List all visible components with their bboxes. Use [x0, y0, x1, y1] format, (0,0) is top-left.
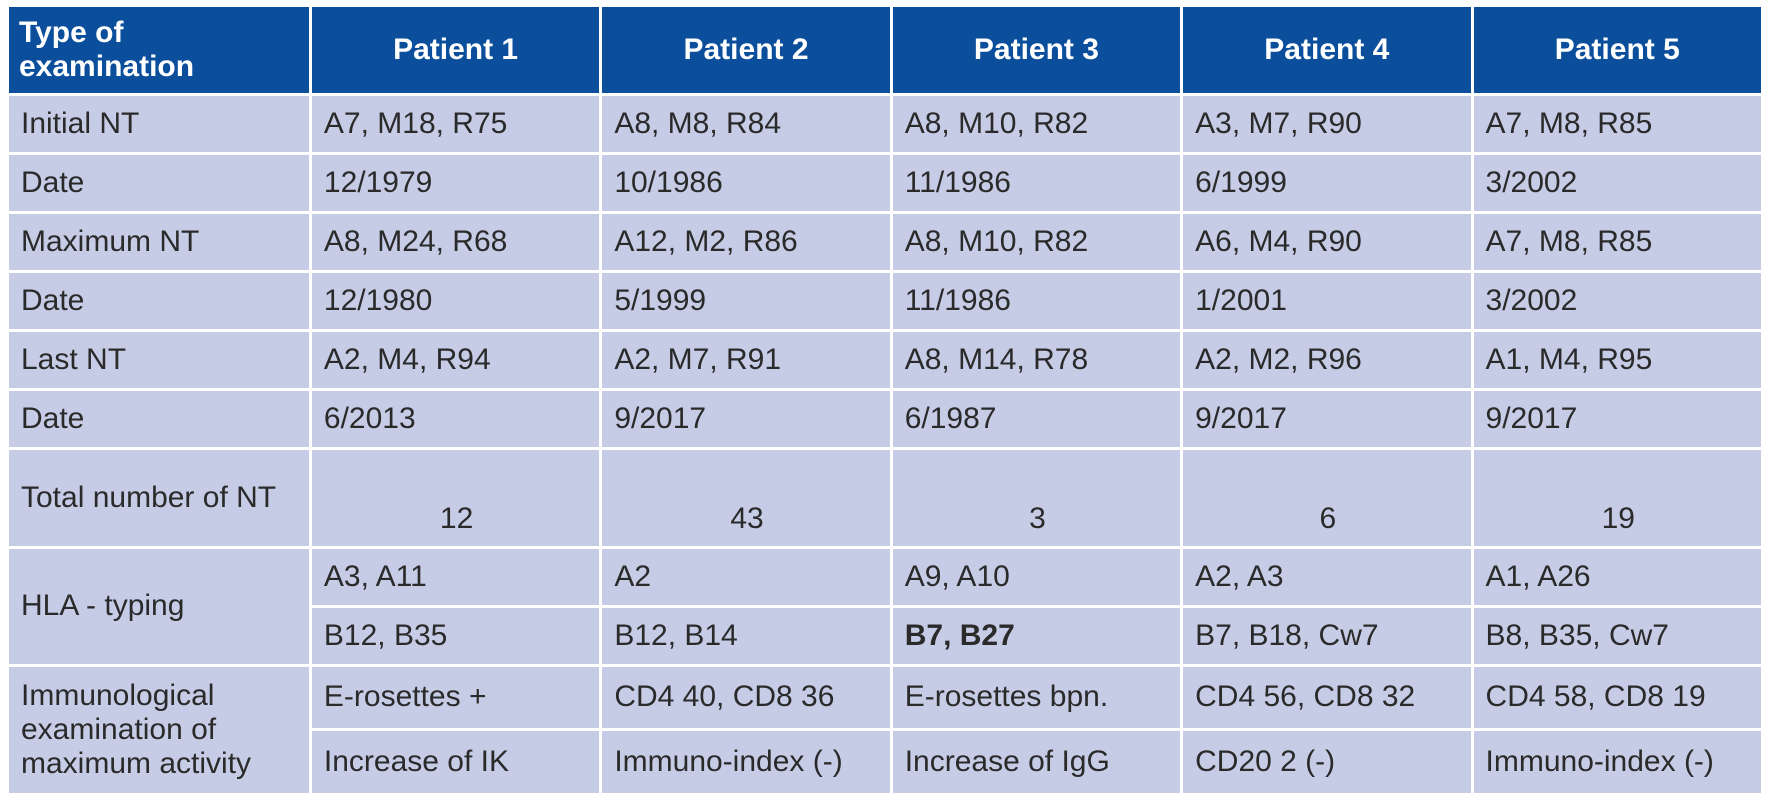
table-cell: E-rosettes bpn. [892, 666, 1181, 729]
table-cell: Increase of IK [311, 731, 600, 793]
table-cell: B7, B27 [892, 607, 1181, 664]
table-cell: 12 [311, 450, 600, 546]
table-cell: Increase of IgG [892, 731, 1181, 793]
table-cell: A2, A3 [1183, 548, 1471, 605]
header-type-of-examination: Type of examination [9, 7, 309, 93]
table-cell: A12, M2, R86 [602, 214, 890, 271]
header-patient-1: Patient 1 [311, 7, 600, 93]
table-cell: 3 [892, 450, 1181, 546]
table-cell: CD4 40, CD8 36 [602, 666, 890, 729]
row-label: HLA - typing [9, 548, 309, 664]
table-cell: E-rosettes + [311, 666, 600, 729]
table-cell: 6/1999 [1183, 155, 1471, 212]
table-cell: 6/2013 [311, 391, 600, 448]
table-cell: 9/2017 [1473, 391, 1761, 448]
table-cell: A7, M18, R75 [311, 96, 600, 153]
table-cell: B12, B35 [311, 607, 600, 664]
row-label: Date [9, 155, 309, 212]
table-cell: 19 [1473, 450, 1761, 546]
table-cell: 5/1999 [602, 273, 890, 330]
table-cell: 12/1979 [311, 155, 600, 212]
table-cell: A2, M4, R94 [311, 332, 600, 389]
table-cell: A2, M2, R96 [1183, 332, 1471, 389]
table-cell: Immuno-index (-) [602, 731, 890, 793]
header-patient-2: Patient 2 [602, 7, 890, 93]
table-cell: A2, M7, R91 [602, 332, 890, 389]
header-patient-5: Patient 5 [1473, 7, 1761, 93]
table-row-initial-date: Date 12/1979 10/1986 11/1986 6/1999 3/20… [9, 155, 1761, 212]
table-cell: A6, M4, R90 [1183, 214, 1471, 271]
table-row-maximum-date: Date 12/1980 5/1999 11/1986 1/2001 3/200… [9, 273, 1761, 330]
header-row: Type of examination Patient 1 Patient 2 … [9, 7, 1761, 93]
nt-patient-table: Type of examination Patient 1 Patient 2 … [6, 4, 1764, 796]
row-label: Date [9, 391, 309, 448]
table-cell: A3, M7, R90 [1183, 96, 1471, 153]
table-row-maximum-nt: Maximum NT A8, M24, R68 A12, M2, R86 A8,… [9, 214, 1761, 271]
table-cell: 9/2017 [1183, 391, 1471, 448]
row-label: Immunological examination of maximum act… [9, 666, 309, 793]
table-cell: B8, B35, Cw7 [1473, 607, 1761, 664]
table-cell: A3, A11 [311, 548, 600, 605]
row-label: Date [9, 273, 309, 330]
table-cell: 43 [602, 450, 890, 546]
table-cell: CD4 56, CD8 32 [1183, 666, 1471, 729]
table-cell: A8, M10, R82 [892, 214, 1181, 271]
table-cell: 11/1986 [892, 273, 1181, 330]
table-cell: A8, M8, R84 [602, 96, 890, 153]
table-row-last-date: Date 6/2013 9/2017 6/1987 9/2017 9/2017 [9, 391, 1761, 448]
table-row-immuno-1: Immunological examination of maximum act… [9, 666, 1761, 793]
table-cell: 11/1986 [892, 155, 1181, 212]
row-label: Total number of NT [9, 450, 309, 546]
table-cell: 10/1986 [602, 155, 890, 212]
table-cell: A1, M4, R95 [1473, 332, 1761, 389]
header-patient-4: Patient 4 [1183, 7, 1471, 93]
row-label: Last NT [9, 332, 309, 389]
table-cell: A2 [602, 548, 890, 605]
row-label: Maximum NT [9, 214, 309, 271]
table-cell: 6 [1183, 450, 1471, 546]
table-cell: B7, B18, Cw7 [1183, 607, 1471, 664]
table-cell: A8, M24, R68 [311, 214, 600, 271]
table-cell: B12, B14 [602, 607, 890, 664]
table-cell: 3/2002 [1473, 273, 1761, 330]
table-row-initial-nt: Initial NT A7, M18, R75 A8, M8, R84 A8, … [9, 96, 1761, 153]
table-cell: A7, M8, R85 [1473, 214, 1761, 271]
table-cell: A8, M10, R82 [892, 96, 1181, 153]
table-cell: 6/1987 [892, 391, 1181, 448]
table-row-hla-b: B12, B35 B12, B14 B7, B27 B7, B18, Cw7 B… [9, 607, 1761, 664]
table-row-total-nt: Total number of NT 12 43 3 6 19 [9, 450, 1761, 546]
table-cell: 1/2001 [1183, 273, 1471, 330]
table-cell: 3/2002 [1473, 155, 1761, 212]
table-cell: A1, A26 [1473, 548, 1761, 605]
table-cell: A9, A10 [892, 548, 1181, 605]
table-cell: A8, M14, R78 [892, 332, 1181, 389]
table-cell: 9/2017 [602, 391, 890, 448]
table-row-hla-a: HLA - typing A3, A11 A2 A9, A10 A2, A3 A… [9, 548, 1761, 664]
table-row-last-nt: Last NT A2, M4, R94 A2, M7, R91 A8, M14,… [9, 332, 1761, 389]
table-cell: A7, M8, R85 [1473, 96, 1761, 153]
table-cell: 12/1980 [311, 273, 600, 330]
header-patient-3: Patient 3 [892, 7, 1181, 93]
row-label: Initial NT [9, 96, 309, 153]
table-cell: Immuno-index (-) [1473, 731, 1761, 793]
table-row-immuno-2: Increase of IK Immuno-index (-) Increase… [9, 731, 1761, 793]
table-cell: CD20 2 (-) [1183, 731, 1471, 793]
table-cell: CD4 58, CD8 19 [1473, 666, 1761, 729]
